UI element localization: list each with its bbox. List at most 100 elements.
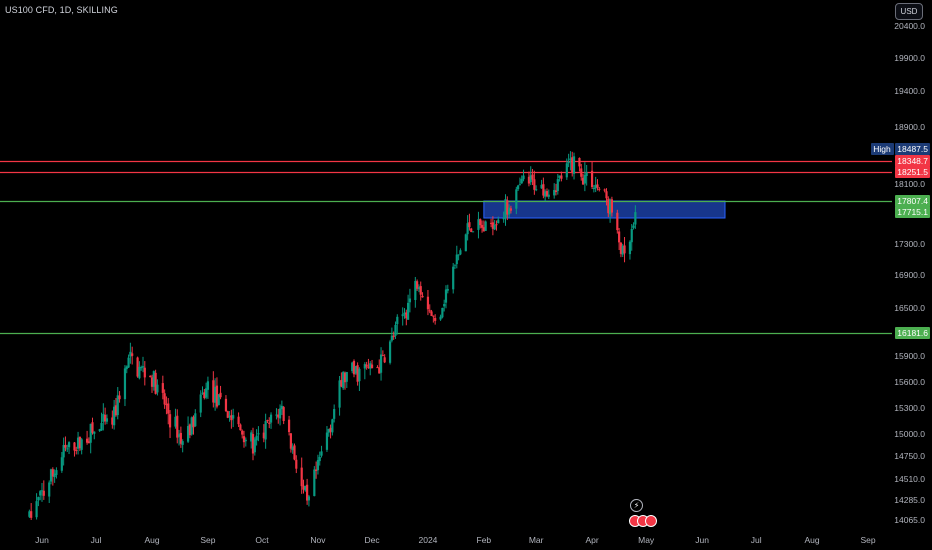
candle-body[interactable]	[320, 451, 323, 456]
candle-body[interactable]	[580, 168, 583, 177]
candle-body[interactable]	[466, 223, 469, 235]
candle-body[interactable]	[388, 341, 392, 363]
candle-body[interactable]	[509, 208, 513, 211]
candle-body[interactable]	[634, 212, 637, 225]
candle-body[interactable]	[35, 501, 38, 518]
candle-body[interactable]	[287, 419, 291, 433]
candle-body[interactable]	[396, 316, 399, 325]
candle-body[interactable]	[136, 357, 139, 377]
candle-body[interactable]	[152, 371, 155, 387]
candle-body[interactable]	[585, 172, 588, 177]
candle-body[interactable]	[590, 170, 594, 187]
candle-body[interactable]	[91, 422, 94, 433]
candle-body[interactable]	[230, 415, 233, 421]
candle-body[interactable]	[188, 424, 191, 436]
candle-body[interactable]	[419, 286, 422, 295]
lightning-icon[interactable]: ⚡	[630, 499, 643, 512]
candle-body[interactable]	[434, 317, 437, 321]
candle-body[interactable]	[289, 433, 292, 449]
candle-body[interactable]	[502, 217, 505, 220]
candle-body[interactable]	[506, 200, 509, 215]
candle-body[interactable]	[491, 222, 494, 229]
candle-body[interactable]	[369, 363, 372, 369]
candle-body[interactable]	[140, 367, 143, 369]
candle-body[interactable]	[446, 289, 449, 291]
candle-body[interactable]	[495, 224, 498, 226]
candle-body[interactable]	[565, 163, 568, 178]
candle-body[interactable]	[206, 381, 210, 390]
candle-body[interactable]	[560, 175, 563, 179]
candle-body[interactable]	[572, 156, 576, 174]
candle-body[interactable]	[480, 225, 484, 228]
candle-body[interactable]	[239, 424, 242, 431]
candle-body[interactable]	[269, 414, 273, 423]
candle-body[interactable]	[518, 184, 522, 186]
candle-body[interactable]	[125, 366, 128, 370]
candle-body[interactable]	[378, 367, 381, 374]
candle-body[interactable]	[75, 450, 78, 452]
candle-body[interactable]	[214, 386, 217, 403]
candle-body[interactable]	[370, 364, 374, 369]
candle-body[interactable]	[165, 403, 168, 406]
candle-body[interactable]	[149, 375, 152, 377]
candle-body[interactable]	[138, 366, 141, 379]
candle-body[interactable]	[628, 241, 632, 255]
candle-body[interactable]	[443, 304, 446, 307]
candle-body[interactable]	[403, 312, 406, 315]
candle-body[interactable]	[78, 436, 81, 449]
candle-body[interactable]	[376, 367, 379, 369]
candle-body[interactable]	[365, 364, 368, 367]
candle-body[interactable]	[98, 429, 101, 431]
candle-body[interactable]	[199, 394, 202, 413]
candle-body[interactable]	[105, 418, 109, 422]
candle-body[interactable]	[598, 188, 601, 190]
candle-body[interactable]	[556, 179, 559, 192]
candle-body[interactable]	[392, 335, 395, 338]
candle-body[interactable]	[127, 357, 130, 368]
candle-body[interactable]	[73, 442, 76, 451]
candle-body[interactable]	[318, 457, 321, 462]
candle-body[interactable]	[241, 430, 244, 435]
candle-body[interactable]	[60, 457, 63, 471]
candle-body[interactable]	[295, 459, 298, 469]
candle-body[interactable]	[129, 351, 132, 357]
candle-body[interactable]	[163, 393, 166, 405]
candle-body[interactable]	[616, 212, 619, 231]
candle-body[interactable]	[343, 372, 347, 383]
candle-body[interactable]	[228, 415, 231, 418]
candle-body[interactable]	[468, 222, 471, 228]
candle-body[interactable]	[201, 392, 204, 394]
candle-body[interactable]	[67, 442, 71, 448]
candle-body[interactable]	[131, 353, 134, 356]
candle-body[interactable]	[605, 191, 608, 199]
candle-body[interactable]	[441, 307, 444, 318]
candle-body[interactable]	[282, 407, 285, 421]
candle-body[interactable]	[529, 175, 532, 183]
candle-body[interactable]	[253, 439, 256, 453]
candle-body[interactable]	[621, 245, 624, 255]
candle-body[interactable]	[471, 231, 475, 233]
candle-body[interactable]	[432, 315, 435, 317]
candle-body[interactable]	[40, 490, 44, 492]
candle-body[interactable]	[237, 416, 240, 425]
candle-body[interactable]	[316, 460, 320, 471]
candle-body[interactable]	[114, 405, 118, 416]
candle-body[interactable]	[571, 157, 574, 173]
candle-body[interactable]	[554, 190, 558, 193]
candle-body[interactable]	[242, 436, 246, 443]
events-icon[interactable]	[629, 515, 657, 528]
candle-body[interactable]	[48, 482, 51, 497]
candle-body[interactable]	[520, 179, 523, 184]
candle-body[interactable]	[333, 409, 336, 419]
candle-body[interactable]	[517, 185, 520, 190]
candle-body[interactable]	[594, 184, 597, 189]
candle-body[interactable]	[354, 366, 357, 374]
candle-body[interactable]	[293, 445, 296, 460]
candle-body[interactable]	[542, 184, 545, 196]
candle-body[interactable]	[307, 496, 311, 501]
candle-body[interactable]	[553, 189, 556, 196]
candle-body[interactable]	[352, 360, 356, 375]
candle-body[interactable]	[51, 469, 54, 477]
candle-body[interactable]	[257, 433, 260, 435]
